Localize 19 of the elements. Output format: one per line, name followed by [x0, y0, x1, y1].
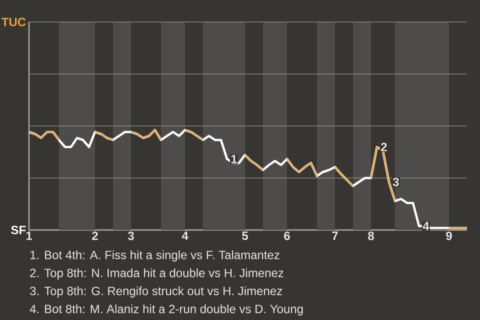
text: 4. Bot 8th: M. Alaniz hit a 2-run double vs D. Young	[30, 304, 303, 316]
text: 2. Top 8th: N. Imada hit a double vs H. Jimenez	[30, 268, 284, 280]
x-tick-label: 3	[128, 232, 134, 240]
text: TUC	[2, 18, 26, 26]
x-tick-label: 9	[446, 232, 452, 240]
x-tick-label: 8	[368, 232, 374, 240]
annotation: 4	[422, 222, 430, 230]
x-tick-label: 6	[284, 232, 290, 240]
text: 3. Top 8th: G. Rengifo struck out vs H. Jimenez	[30, 286, 282, 298]
annotation: 1	[231, 154, 237, 164]
text: 1. Bot 4th: A. Fiss hit a single vs F. Talamantez	[30, 250, 280, 262]
x-tick-label: 5	[242, 232, 248, 240]
annotation: 2	[381, 142, 387, 152]
text: SF	[11, 226, 26, 234]
x-tick-label: 4	[182, 232, 188, 240]
x-tick-label: 1	[26, 232, 32, 240]
x-tick-label: 7	[332, 232, 338, 240]
x-tick-label: 2	[92, 232, 98, 240]
annotation: 3	[392, 178, 399, 186]
